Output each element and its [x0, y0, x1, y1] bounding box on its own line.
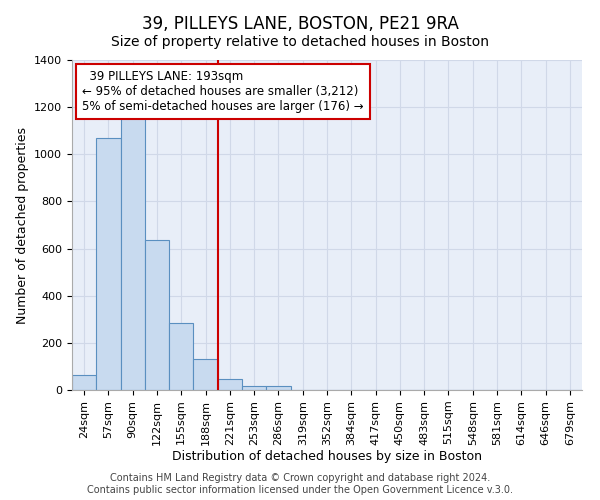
Bar: [266, 386, 290, 390]
Bar: [193, 360, 218, 390]
Text: Contains HM Land Registry data © Crown copyright and database right 2024.
Contai: Contains HM Land Registry data © Crown c…: [87, 474, 513, 495]
X-axis label: Distribution of detached houses by size in Boston: Distribution of detached houses by size …: [172, 450, 482, 464]
Bar: [242, 386, 266, 390]
Text: 39, PILLEYS LANE, BOSTON, PE21 9RA: 39, PILLEYS LANE, BOSTON, PE21 9RA: [142, 15, 458, 33]
Bar: [145, 240, 169, 390]
Text: 39 PILLEYS LANE: 193sqm  
← 95% of detached houses are smaller (3,212)
5% of sem: 39 PILLEYS LANE: 193sqm ← 95% of detache…: [82, 70, 364, 113]
Bar: [121, 116, 145, 390]
Text: Size of property relative to detached houses in Boston: Size of property relative to detached ho…: [111, 35, 489, 49]
Bar: [218, 378, 242, 390]
Bar: [96, 138, 121, 390]
Y-axis label: Number of detached properties: Number of detached properties: [16, 126, 29, 324]
Bar: [169, 323, 193, 390]
Bar: [72, 374, 96, 390]
